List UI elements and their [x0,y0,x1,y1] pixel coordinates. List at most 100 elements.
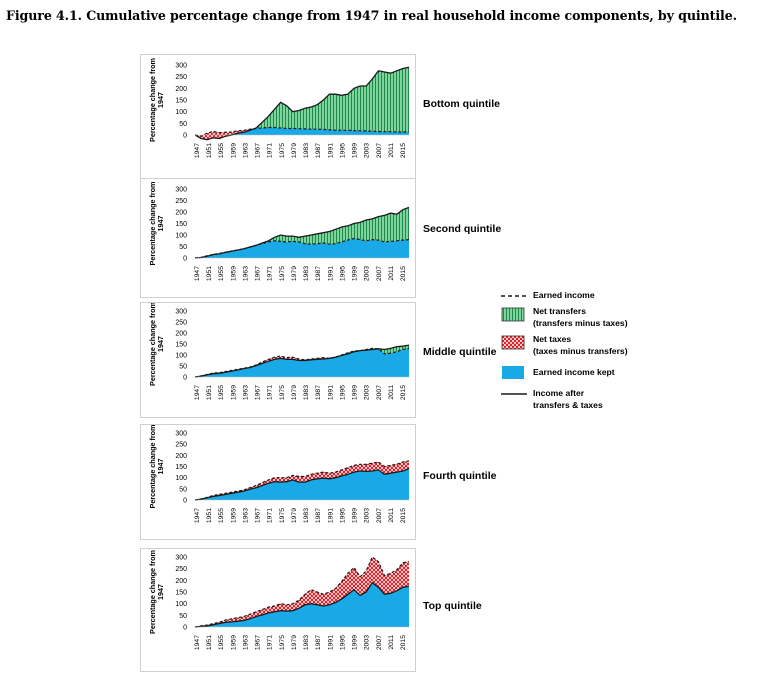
x-tick-label: 1995 [340,143,347,158]
y-tick-label: 200 [175,210,187,217]
x-tick-label: 1979 [291,385,298,400]
plot-area [195,460,409,501]
x-tick-label: 1979 [291,508,298,523]
x-tick-label: 2007 [376,385,383,400]
x-tick-label: 2003 [364,143,371,158]
top-quintile-chart: Percentage change from1947 0 50 100 150 200 25… [140,548,416,672]
x-tick-label: 1979 [291,266,298,281]
y-tick-label: 150 [175,464,187,471]
y-tick-label: 250 [175,566,187,573]
x-tick-label: 1955 [218,508,225,523]
x-tick-label: 1947 [194,143,201,158]
y-tick-label: 200 [175,578,187,585]
y-tick-label: 250 [175,442,187,449]
red-checkered-swatch [501,335,525,350]
net-transfers-area [195,67,409,137]
x-tick-label: 1963 [243,143,250,158]
x-tick-label: 1991 [327,508,334,523]
plot-area [195,556,409,628]
plot-area [195,66,409,141]
x-tick-label: 1967 [255,143,262,158]
x-tick-label: 1983 [303,508,310,523]
x-tick-label: 2003 [364,508,371,523]
y-tick-label: 0 [183,256,187,263]
x-tick-label: 2011 [388,635,395,650]
x-tick-label: 1971 [267,385,274,400]
x-tick-label: 1975 [279,508,286,523]
x-tick-label: 1987 [315,143,322,158]
y-tick-label: 0 [183,625,187,632]
y-axis-label: Percentage change from1947 [148,303,165,386]
y-tick-label: 300 [175,309,187,316]
x-tick-label: 1959 [230,635,237,650]
y-axis-label: Percentage change from1947 [148,425,165,508]
x-tick-label: 1955 [218,385,225,400]
bottom-quintile-chart: Percentage change from1947 0 50 100 150 200 25… [140,54,416,182]
y-tick-label: 200 [175,453,187,460]
net-taxes-area [195,557,409,627]
x-tick-label: 2015 [400,635,407,650]
y-tick-label: 250 [175,74,187,81]
chart-svg: Percentage change from1947 0 50 100 150 200 25… [148,425,409,523]
x-tick-label: 1955 [218,266,225,281]
x-tick-label: 2015 [400,385,407,400]
x-tick-label: 1959 [230,385,237,400]
fourth-quintile-chart: Percentage change from1947 0 50 100 150 200 25… [140,424,416,540]
x-tick-label: 1995 [340,385,347,400]
x-tick-label: 1995 [340,635,347,650]
chart-svg: Percentage change from1947 0 50 100 150 200 25… [148,58,409,158]
earned-income-line [195,460,409,501]
x-tick-label: 1987 [315,635,322,650]
income-after-line [195,581,409,628]
x-tick-label: 1975 [279,635,286,650]
legend-label-sub: transfers & taxes [533,400,603,410]
x-tick-label: 2007 [376,266,383,281]
x-tick-label: 2007 [376,635,383,650]
y-tick-label: 0 [183,498,187,505]
x-tick-label: 1991 [327,266,334,281]
y-tick-label: 50 [179,121,187,128]
x-tick-label: 1959 [230,266,237,281]
y-tick-label: 100 [175,233,187,240]
earned-income-kept-area [195,348,409,377]
y-tick-label: 100 [175,109,187,116]
x-tick-label: 1955 [218,143,225,158]
bottom-quintile-label: Bottom quintile [423,98,500,110]
earned-income-kept-area [195,127,409,135]
x-tick-label: 1971 [267,143,274,158]
earned-income-line [195,237,409,259]
x-tick-label: 2003 [364,635,371,650]
y-tick-label: 0 [183,375,187,382]
income-after-line [195,468,409,501]
y-tick-label: 200 [175,331,187,338]
x-tick-label: 1967 [255,266,262,281]
legend-label: Earned income kept [533,367,615,377]
legend-label: Earned income [533,290,595,300]
x-tick-label: 1999 [352,508,359,523]
x-tick-label: 2011 [388,385,395,400]
earned-income-line [195,126,409,137]
x-tick-label: 1975 [279,385,286,400]
x-tick-label: 1983 [303,266,310,281]
x-tick-label: 1999 [352,385,359,400]
x-tick-label: 1979 [291,635,298,650]
y-tick-label: 250 [175,198,187,205]
x-tick-label: 1995 [340,266,347,281]
y-tick-label: 100 [175,601,187,608]
x-tick-label: 1999 [352,266,359,281]
x-tick-label: 2003 [364,266,371,281]
x-tick-label: 2007 [376,508,383,523]
x-tick-label: 1951 [206,143,213,158]
y-tick-label: 300 [175,555,187,562]
x-tick-label: 1967 [255,508,262,523]
x-tick-label: 1955 [218,635,225,650]
y-tick-label: 100 [175,475,187,482]
x-tick-label: 1967 [255,635,262,650]
middle-quintile-label: Middle quintile [423,346,497,358]
x-tick-label: 1947 [194,508,201,523]
dashed-line-swatch [501,295,527,297]
x-tick-label: 1963 [243,266,250,281]
x-tick-label: 2011 [388,143,395,158]
x-tick-label: 1983 [303,143,310,158]
fourth-quintile-label: Fourth quintile [423,470,497,482]
